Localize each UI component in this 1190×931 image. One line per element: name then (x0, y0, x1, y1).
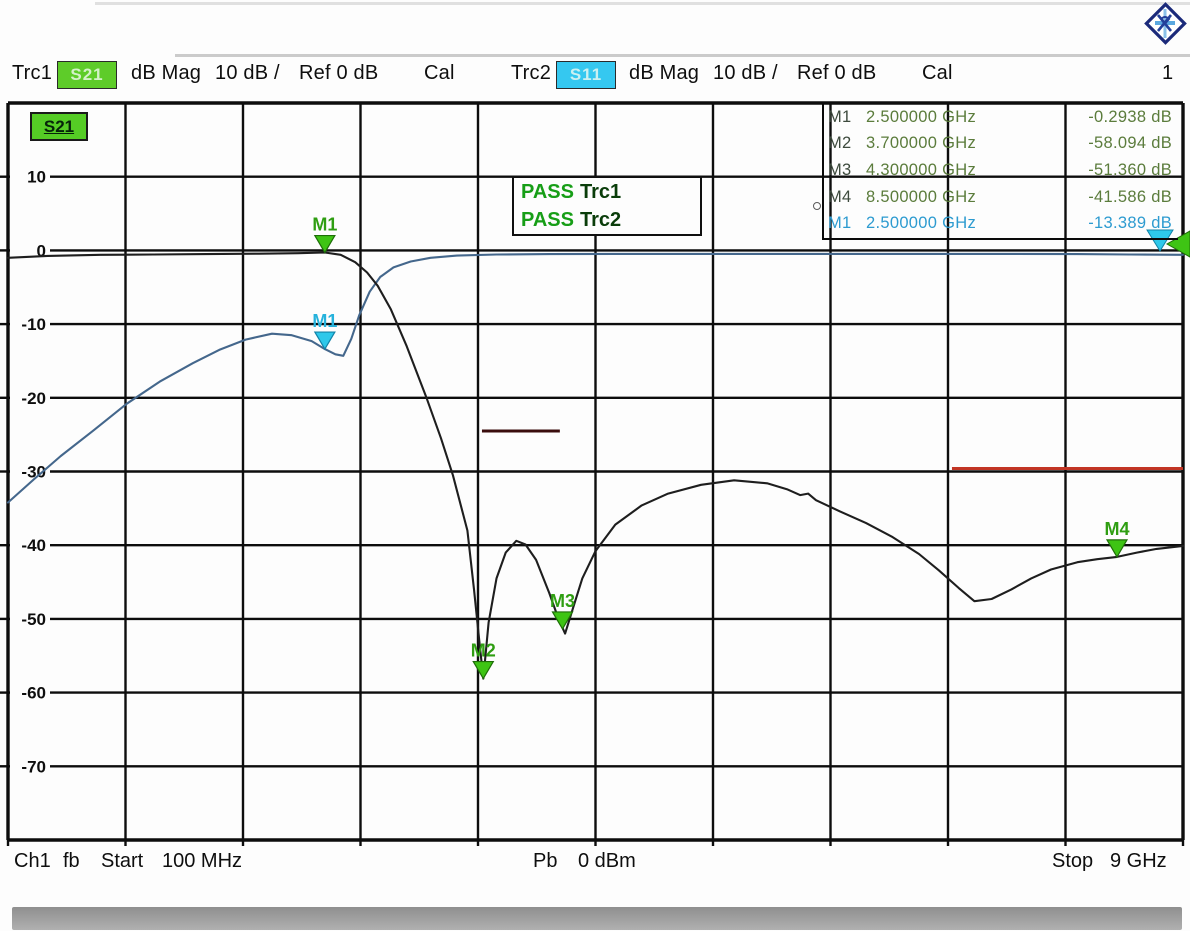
marker-table-row: M4 8.500000 GHz -41.586 dB (824, 184, 1178, 211)
trc2-ref: Ref 0 dB (797, 62, 877, 84)
axis-label-knockout (10, 387, 50, 408)
marker-value: -58.094 dB (1088, 134, 1172, 153)
pass-trace-trc1: Trc1 (579, 181, 622, 203)
start-label: Start (101, 850, 144, 872)
start-value: 100 MHz (162, 850, 243, 872)
trc1-label[interactable]: Trc1 (12, 62, 53, 84)
y-axis-label: -30 (21, 463, 46, 482)
marker-table-row: M3 4.300000 GHz -51.360 dB (824, 157, 1178, 184)
marker-info-table: M1 2.500000 GHz -0.2938 dB M2 3.700000 GHz -5… (822, 104, 1178, 240)
trc2-cal-flag: Cal (922, 62, 953, 84)
trc2-s11-chip[interactable]: S11 (556, 61, 616, 89)
marker-frequency: 8.500000 GHz (866, 187, 977, 206)
marker-table-row: M1 2.500000 GHz -13.389 dB (824, 210, 1178, 237)
trc2-chip-label: S11 (569, 65, 603, 84)
marker-name: M1 (828, 214, 852, 233)
marker-m1-s21-label: M1 (312, 215, 337, 235)
diagram-area-number: 1 (1162, 62, 1174, 84)
axis-label-knockout (10, 682, 50, 703)
y-axis-label: -60 (21, 684, 46, 703)
trc2-label[interactable]: Trc2 (511, 62, 552, 84)
marker-m1-s11-label: M1 (312, 311, 337, 331)
channel-label: Ch1 (14, 850, 51, 872)
trc2-ref-level-icon (1146, 229, 1174, 252)
marker-m3-s21-triangle-icon (551, 611, 574, 631)
marker-name: M2 (828, 134, 852, 153)
marker-table-row: M2 3.700000 GHz -58.094 dB (824, 131, 1178, 158)
marker-frequency: 2.500000 GHz (866, 107, 977, 126)
marker-name: M1 (828, 107, 852, 126)
y-axis-label: 10 (27, 168, 46, 187)
s21-badge-label: S21 (43, 116, 75, 136)
axis-label-knockout (10, 535, 50, 556)
marker-name: M3 (828, 160, 852, 179)
rohde-schwarz-logo-icon (1141, 1, 1189, 47)
trc2-format: dB Mag (629, 62, 700, 84)
power-label: Pb (533, 850, 558, 872)
y-axis-label: 0 (37, 241, 46, 260)
axis-label-knockout (10, 756, 50, 777)
trc1-format: dB Mag (131, 62, 202, 84)
marker-value: -51.360 dB (1088, 160, 1172, 179)
marker-m2-s21-label: M2 (471, 641, 496, 661)
axis-label-knockout (10, 608, 50, 629)
y-axis-label: -20 (21, 389, 46, 408)
marker-m3-s21-label: M3 (550, 591, 575, 611)
marker-frequency: 4.300000 GHz (866, 160, 977, 179)
pass-status-trc1: PASS (521, 181, 574, 203)
marker-m1-s21-triangle-icon (313, 234, 336, 254)
stop-value: 9 GHz (1110, 850, 1167, 872)
pass-status-trc2: PASS (521, 209, 574, 231)
screenshot-bottom-strip (12, 907, 1182, 930)
axis-label-knockout (10, 166, 50, 187)
stop-label: Stop (1052, 850, 1094, 872)
marker-value: -13.389 dB (1088, 214, 1172, 233)
trace-bar-separator (175, 54, 1190, 57)
trc1-cal-flag: Cal (424, 62, 455, 84)
y-axis-label: -10 (21, 315, 46, 334)
y-axis-label: -70 (21, 757, 46, 776)
limit-check-pass-box: PASS Trc1 PASS Trc2 (512, 176, 702, 236)
marker-table-row: M1 2.500000 GHz -0.2938 dB (824, 104, 1178, 131)
marker-value: -41.586 dB (1088, 187, 1172, 206)
top-edge-smudge (95, 2, 1190, 5)
y-axis-label: -50 (21, 610, 46, 629)
s21-measurement-badge: S21 (30, 112, 88, 141)
trc1-s21-chip[interactable]: S21 (57, 61, 117, 89)
marker-frequency: 2.500000 GHz (866, 214, 977, 233)
trc1-ref: Ref 0 dB (299, 62, 379, 84)
trc1-chip-label: S21 (70, 65, 104, 84)
marker-m4-s21-triangle-icon (1105, 539, 1129, 559)
trc2-scale: 10 dB / (713, 62, 778, 84)
s21-trace (6, 251, 1185, 680)
pass-row-trc2: PASS Trc2 (521, 206, 700, 234)
marker-m4-active-dot (813, 202, 821, 210)
pass-trace-trc2: Trc2 (579, 209, 622, 231)
axis-label-knockout (10, 461, 50, 482)
axis-label-knockout (10, 314, 50, 335)
marker-frequency: 3.700000 GHz (866, 134, 977, 153)
y-axis-label: -40 (21, 536, 46, 555)
trc1-ref-level-icon (1165, 230, 1190, 258)
marker-m4-s21-label: M4 (1104, 519, 1129, 539)
trc1-scale: 10 dB / (215, 62, 280, 84)
s11-trace (6, 252, 1185, 504)
power-value: 0 dBm (578, 850, 636, 872)
marker-value: -0.2938 dB (1088, 107, 1172, 126)
marker-m2-s21-triangle-icon (472, 660, 495, 680)
sweep-mode-label: fb (63, 850, 80, 872)
pass-row-trc1: PASS Trc1 (521, 178, 700, 206)
marker-m1-s11-triangle-icon (313, 331, 336, 351)
marker-name: M4 (828, 187, 852, 206)
